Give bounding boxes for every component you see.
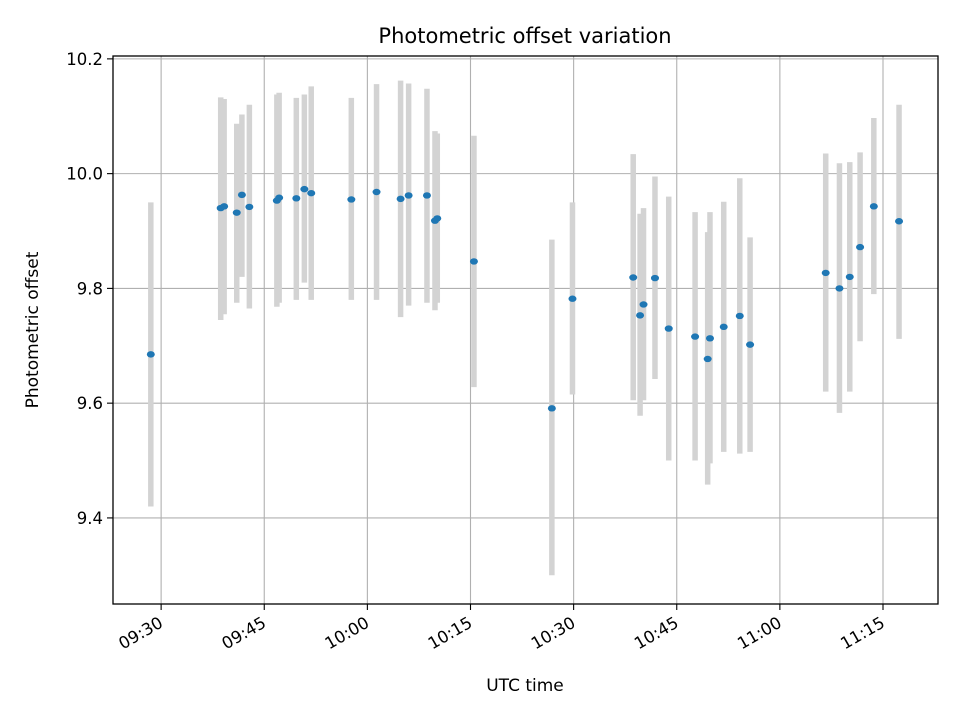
data-point	[719, 323, 728, 331]
data-point	[372, 188, 381, 196]
data-point	[347, 196, 356, 203]
data-point	[396, 195, 405, 203]
data-point	[845, 273, 854, 281]
data-point	[639, 301, 648, 308]
data-point	[650, 274, 659, 282]
data-point	[821, 269, 830, 277]
data-point	[433, 215, 442, 222]
data-point	[220, 203, 229, 210]
data-point	[568, 295, 577, 302]
y-tick-label: 9.6	[77, 394, 103, 413]
y-tick-label: 9.8	[77, 279, 103, 298]
data-point	[292, 195, 301, 202]
data-point	[895, 218, 904, 225]
data-point	[404, 192, 413, 199]
data-points	[146, 185, 904, 412]
data-point	[735, 312, 744, 320]
data-point	[705, 335, 714, 342]
data-point	[869, 203, 878, 210]
data-point	[146, 351, 155, 358]
data-point	[636, 312, 645, 319]
data-point	[703, 355, 712, 363]
data-point	[691, 333, 700, 340]
y-tick-label: 9.4	[77, 509, 103, 528]
data-point	[856, 243, 865, 251]
data-point	[300, 185, 309, 193]
y-axis-label: Photometric offset	[23, 251, 43, 408]
y-axis-ticks: 9.4 9.6 9.8 10.0 10.2	[66, 50, 113, 528]
y-tick-label: 10.0	[66, 165, 103, 184]
x-axis-label: UTC time	[486, 676, 564, 696]
data-point	[469, 258, 478, 265]
data-point	[629, 274, 638, 281]
y-tick-label: 10.2	[66, 50, 103, 69]
data-point	[547, 405, 556, 412]
plot-frame	[112, 55, 939, 605]
data-point	[245, 203, 254, 211]
data-point	[746, 341, 755, 348]
data-point	[232, 209, 241, 216]
data-point	[422, 192, 431, 199]
data-point	[307, 189, 316, 197]
data-point	[237, 191, 246, 199]
data-point	[664, 325, 673, 332]
data-point	[275, 194, 284, 201]
data-point	[835, 285, 844, 292]
chart-title: Photometric offset variation	[378, 24, 671, 48]
